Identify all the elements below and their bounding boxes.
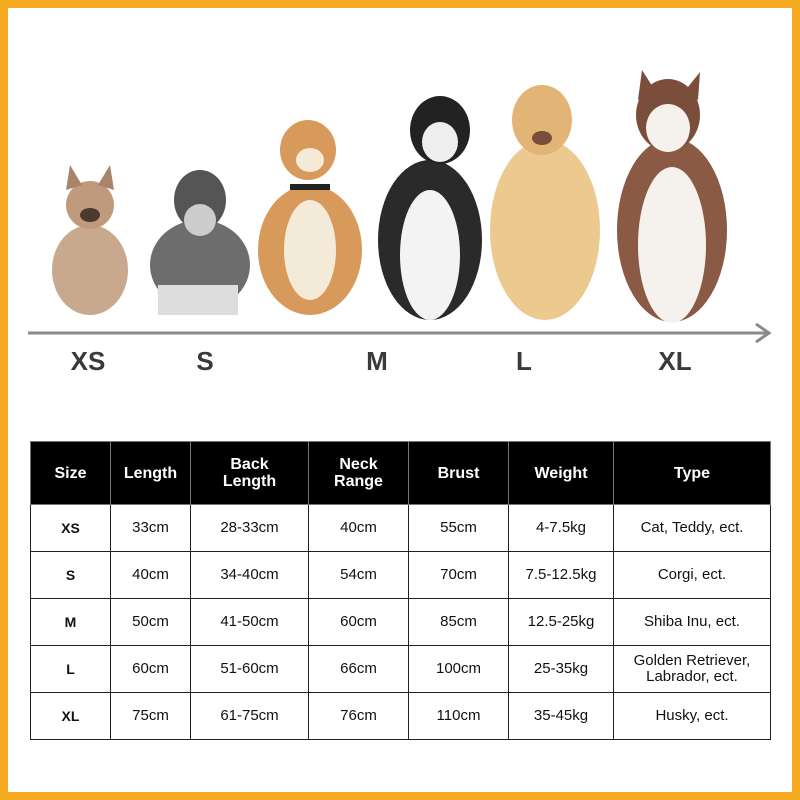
table-cell: 25-35kg [508,645,614,693]
size-arrow [28,322,772,344]
table-row: L 60cm 51-60cm 66cm 100cm 25-35kg Golden Retri… [30,645,771,693]
table-cell: 40cm [110,551,191,599]
table-cell: XL [30,692,111,740]
column-header: Length [110,441,191,505]
table-cell: Husky, ect. [613,692,771,740]
table-cell: 60cm [308,598,409,646]
table-cell: 7.5-12.5kg [508,551,614,599]
table-row: XL 75cm 61-75cm 76cm 110cm 35-45kg Husky, ect. [30,692,771,740]
size-label-l: L [516,346,532,376]
table-cell: Golden Retriever, Labrador, ect. [613,645,771,693]
column-header: Type [613,441,771,505]
french-bulldog-image [52,165,128,315]
column-header: Brust [408,441,509,505]
shiba-inu-image [258,120,362,315]
table-row: S 40cm 34-40cm 54cm 70cm 7.5-12.5kg Corgi, ect… [30,551,771,599]
table-cell: L [30,645,111,693]
table-cell: M [30,598,111,646]
column-header: Neck Range [308,441,409,505]
schnauzer-image [150,170,250,315]
table-cell: 66cm [308,645,409,693]
table-cell: 12.5-25kg [508,598,614,646]
size-label-xl: XL [658,346,692,376]
table-row: M 50cm 41-50cm 60cm 85cm 12.5-25kg Shiba Inu, … [30,598,771,646]
table-cell: 76cm [308,692,409,740]
table-cell: Shiba Inu, ect. [613,598,771,646]
table-cell: Cat, Teddy, ect. [613,504,771,552]
dog-lineup [52,70,727,323]
size-label-xs: XS [70,346,106,376]
table-cell: 61-75cm [190,692,309,740]
table-header-row: Size Length Back Length Neck Range Brust Weig… [30,441,771,505]
husky-black-image [378,96,482,320]
column-header: Weight [508,441,614,505]
table-cell: XS [30,504,111,552]
table-cell: 110cm [408,692,509,740]
husky-brown-image [617,70,727,323]
size-label-m: M [366,346,388,376]
table-cell: 34-40cm [190,551,309,599]
table-cell: 70cm [408,551,509,599]
table-cell: 75cm [110,692,191,740]
table-row: XS 33cm 28-33cm 40cm 55cm 4-7.5kg Cat, Teddy, … [30,504,771,552]
table-cell: 33cm [110,504,191,552]
golden-retriever-image [490,85,600,320]
table-cell: 54cm [308,551,409,599]
table-cell: 85cm [408,598,509,646]
table-cell: 28-33cm [190,504,309,552]
table-cell: S [30,551,111,599]
table-cell: 40cm [308,504,409,552]
table-cell: 4-7.5kg [508,504,614,552]
column-header: Size [30,441,111,505]
table-cell: 55cm [408,504,509,552]
table-cell: 60cm [110,645,191,693]
table-cell: 41-50cm [190,598,309,646]
table-cell: 50cm [110,598,191,646]
column-header: Back Length [190,441,309,505]
table-cell: 51-60cm [190,645,309,693]
size-chart-table: Size Length Back Length Neck Range Brust Weig… [30,441,771,740]
table-cell: Corgi, ect. [613,551,771,599]
size-label-s: S [196,346,214,376]
table-cell: 100cm [408,645,509,693]
table-cell: 35-45kg [508,692,614,740]
